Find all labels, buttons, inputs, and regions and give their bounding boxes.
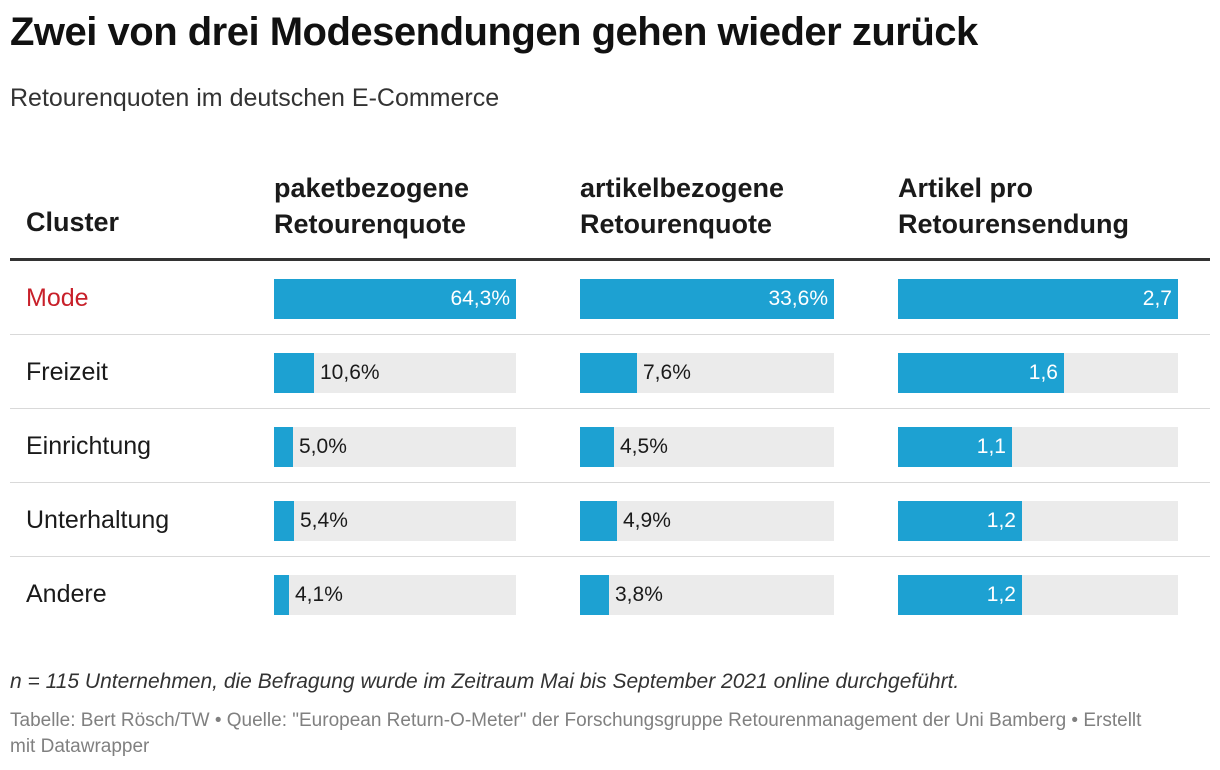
bar-track: 5,0% <box>274 427 516 467</box>
chart-notes: n = 115 Unternehmen, die Befragung wurde… <box>10 670 960 693</box>
data-label: 4,5% <box>620 435 668 458</box>
column-header-cluster: Cluster <box>26 207 120 237</box>
table-row: Andere 4,1% 3,8% 1,2 <box>10 557 1210 631</box>
bar-pro <box>898 575 1022 615</box>
cluster-label: Andere <box>26 580 107 608</box>
bar-pro <box>898 353 1064 393</box>
data-label: 2,7 <box>1142 287 1172 310</box>
column-header-line: paketbezogene <box>274 173 470 203</box>
bar-track: 1,2 <box>898 575 1178 615</box>
table-row: Unterhaltung 5,4% 4,9% 1,2 <box>10 483 1210 557</box>
chart-title: Zwei von drei Modesendungen gehen wieder… <box>10 10 978 54</box>
column-header-line: Artikel pro <box>898 173 1034 203</box>
bar-track: 1,1 <box>898 427 1178 467</box>
bar-track: 7,6% <box>580 353 834 393</box>
chart-subtitle: Retourenquoten im deutschen E-Commerce <box>10 84 500 112</box>
chart-source: Tabelle: Bert Rösch/TW • Quelle: "Europe… <box>10 710 1142 757</box>
bar-track: 33,6% <box>580 279 834 319</box>
bar-track: 1,6 <box>898 353 1178 393</box>
bar-artikel <box>580 427 614 467</box>
bar-artikel <box>580 279 834 319</box>
data-label: 5,4% <box>300 509 348 532</box>
bar-artikel <box>580 353 637 393</box>
data-label: 10,6% <box>320 361 380 384</box>
bar-track: 2,7 <box>898 279 1178 319</box>
data-label: 1,2 <box>986 583 1016 606</box>
column-header-pro: Artikel pro Retourensendung <box>898 170 1129 242</box>
column-header-paket: paketbezogene Retourenquote <box>274 170 469 242</box>
bar-track: 1,2 <box>898 501 1178 541</box>
bar-pro <box>898 279 1178 319</box>
header-rule <box>10 258 1210 261</box>
bar-track: 4,1% <box>274 575 516 615</box>
column-header-line: Retourenquote <box>580 209 772 239</box>
data-label: 1,2 <box>986 509 1016 532</box>
bar-track: 3,8% <box>580 575 834 615</box>
bar-track: 10,6% <box>274 353 516 393</box>
data-label: 7,6% <box>643 361 691 384</box>
data-label: 4,1% <box>295 583 343 606</box>
row-divider <box>10 556 1210 557</box>
bar-artikel <box>580 501 617 541</box>
bar-paket <box>274 279 516 319</box>
bar-paket <box>274 353 314 393</box>
data-label: 5,0% <box>299 435 347 458</box>
data-label: 1,6 <box>1028 361 1058 384</box>
table-row: Mode 64,3% 33,6% 2,7 <box>10 261 1210 335</box>
column-header-line: Retourenquote <box>274 209 466 239</box>
table-row: Freizeit 10,6% 7,6% 1,6 <box>10 335 1210 409</box>
data-label: 1,1 <box>976 435 1006 458</box>
bar-track: 5,4% <box>274 501 516 541</box>
column-header-line: artikelbezogene <box>580 173 785 203</box>
data-label: 3,8% <box>615 583 663 606</box>
bar-artikel <box>580 575 609 615</box>
data-label: 64,3% <box>450 287 510 310</box>
cluster-label: Einrichtung <box>26 432 152 460</box>
row-divider <box>10 408 1210 409</box>
bar-paket <box>274 575 289 615</box>
column-header-line: Retourensendung <box>898 209 1130 239</box>
row-divider <box>10 334 1210 335</box>
bar-pro <box>898 427 1012 467</box>
data-label: 33,6% <box>768 287 828 310</box>
bar-paket <box>274 427 293 467</box>
table-row: Einrichtung 5,0% 4,5% 1,1 <box>10 409 1210 483</box>
cluster-label: Unterhaltung <box>26 506 170 534</box>
cluster-label: Mode <box>26 284 89 312</box>
bar-track: 4,5% <box>580 427 834 467</box>
bar-track: 4,9% <box>580 501 834 541</box>
bar-pro <box>898 501 1022 541</box>
column-header-artikel: artikelbezogene Retourenquote <box>580 170 784 242</box>
bar-track: 64,3% <box>274 279 516 319</box>
cluster-label: Freizeit <box>26 358 108 386</box>
data-label: 4,9% <box>623 509 671 532</box>
bar-paket <box>274 501 294 541</box>
row-divider <box>10 482 1210 483</box>
